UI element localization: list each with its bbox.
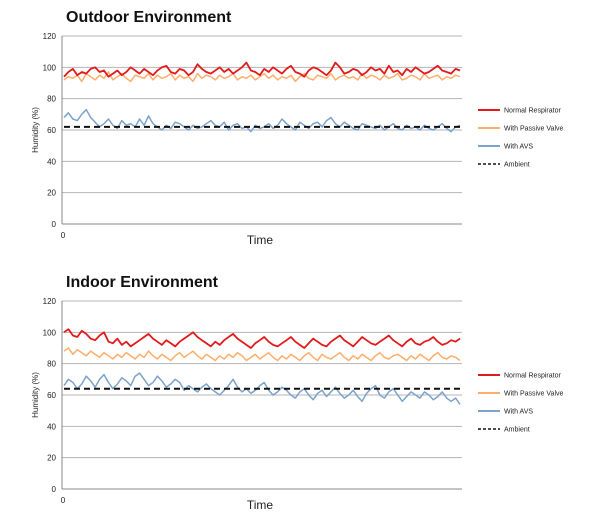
legend-label-ambient: Ambient: [504, 427, 530, 434]
legend-label-with-passive-valve: With Passive Valve: [504, 126, 563, 133]
y-tick-label: 20: [47, 454, 56, 463]
y-tick-label: 120: [43, 297, 57, 306]
y-tick-label: 0: [52, 485, 57, 494]
legend-label-with-avs: With AVS: [504, 409, 533, 416]
series-line-with-passive-valve: [63, 71, 461, 83]
y-tick-label: 40: [47, 422, 56, 431]
y-axis-title: Humidity (%): [31, 372, 40, 418]
x-axis-title: Time: [247, 498, 274, 512]
legend-label-with-avs: With AVS: [504, 144, 533, 151]
legend-label-normal-respirator: Normal Respirator: [504, 108, 561, 115]
chart-title: Indoor Environment: [66, 274, 219, 291]
chart-svg-outdoor: Outdoor Environment 0 20 40 60 80 100 120 0 Time H…: [31, 9, 563, 247]
y-tick-label: 0: [52, 220, 57, 229]
y-tick-label: 40: [47, 157, 56, 166]
y-tick-label: 80: [47, 360, 56, 369]
chart-outdoor-environment: Outdoor Environment 0 20 40 60 80 100 120 0 Time H…: [0, 0, 606, 265]
x-tick-label: 0: [61, 231, 66, 240]
series-line-with-passive-valve: [63, 347, 461, 362]
legend-label-ambient: Ambient: [504, 162, 530, 169]
chart-indoor-environment: Indoor Environment 0 20 40 60 80 100 120 0 Time Hu…: [0, 265, 606, 530]
series-line-with-avs: [63, 372, 461, 405]
y-tick-label: 80: [47, 95, 56, 104]
legend-label-with-passive-valve: With Passive Valve: [504, 391, 563, 398]
series-line-normal-respirator: [63, 328, 461, 349]
y-tick-label: 100: [43, 63, 57, 72]
chart-title: Outdoor Environment: [66, 9, 232, 26]
series-line-with-avs: [63, 108, 461, 133]
series-line-normal-respirator: [63, 61, 461, 78]
y-tick-label: 60: [47, 391, 56, 400]
y-axis-title: Humidity (%): [31, 107, 40, 153]
y-tick-label: 100: [43, 328, 57, 337]
chart-svg-indoor: Indoor Environment 0 20 40 60 80 100 120 0 Time Hu…: [31, 274, 563, 512]
y-tick-label: 20: [47, 189, 56, 198]
legend-label-normal-respirator: Normal Respirator: [504, 373, 561, 380]
x-tick-label: 0: [61, 496, 66, 505]
x-axis-title: Time: [247, 233, 274, 247]
y-tick-label: 120: [43, 32, 57, 41]
y-tick-label: 60: [47, 126, 56, 135]
